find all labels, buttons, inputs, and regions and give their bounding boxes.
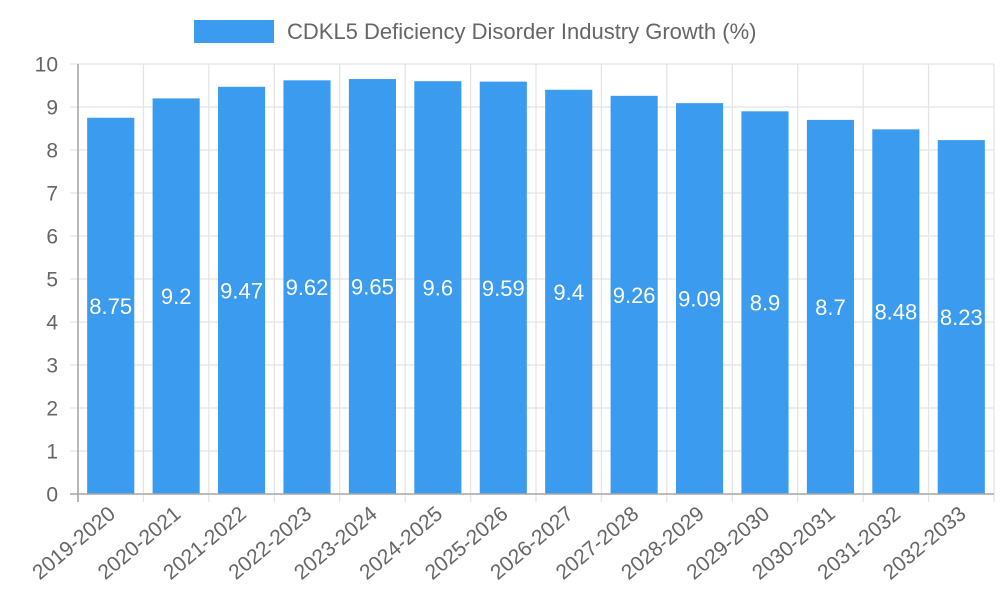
gridlines [70,63,995,502]
bar-value-label: 9.26 [613,283,656,308]
y-tick-label: 9 [46,97,58,120]
bar-value-label: 9.09 [678,287,721,312]
bars [87,79,985,495]
bar [479,81,527,494]
legend: CDKL5 Deficiency Disorder Industry Growt… [194,19,756,44]
bar-value-label: 9.65 [351,275,394,300]
x-axis-tick-labels: 2019-20202020-20212021-20222022-20232023… [28,502,970,584]
bar [283,80,331,494]
bar-value-label: 8.23 [940,305,983,330]
y-tick-label: 3 [46,355,58,378]
bar [610,95,658,494]
y-tick-label: 2 [46,398,58,421]
bar-value-label: 8.48 [874,300,917,325]
y-tick-label: 8 [46,140,58,163]
bar-value-label: 8.75 [89,294,132,319]
y-tick-label: 10 [35,54,58,77]
bar [348,79,396,495]
bar-value-label: 8.9 [750,291,781,316]
bar-value-label: 9.6 [423,276,454,301]
bar [676,103,724,494]
bar-value-label: 8.7 [815,295,846,320]
bar-value-label: 9.2 [161,284,192,309]
y-tick-label: 1 [46,441,58,464]
bar-data-labels: 8.75 9.2 9.47 9.62 9.65 9.6 9.59 9.4 9.26 9.09 8.9… [89,275,982,331]
axes [70,64,994,502]
bar [414,81,462,494]
bar [87,117,135,494]
legend-swatch [194,20,274,43]
y-tick-label: 5 [46,269,58,292]
bar [741,111,789,495]
bar [937,140,985,495]
bar-value-label: 9.4 [553,280,584,305]
y-tick-label: 4 [46,312,58,335]
bar-value-label: 9.59 [482,276,525,301]
bar [218,86,266,494]
bar-value-label: 9.62 [286,275,329,300]
bar [152,98,200,495]
bar [806,119,854,495]
bar-value-label: 9.47 [220,278,263,303]
y-tick-label: 0 [46,484,58,507]
legend-label: CDKL5 Deficiency Disorder Industry Growt… [287,19,756,44]
bar [545,89,593,495]
y-tick-label: 6 [46,226,58,249]
y-tick-label: 7 [46,183,58,206]
bar [872,129,920,495]
y-axis-tick-labels: 0 1 2 3 4 5 6 7 8 9 10 [35,54,59,507]
